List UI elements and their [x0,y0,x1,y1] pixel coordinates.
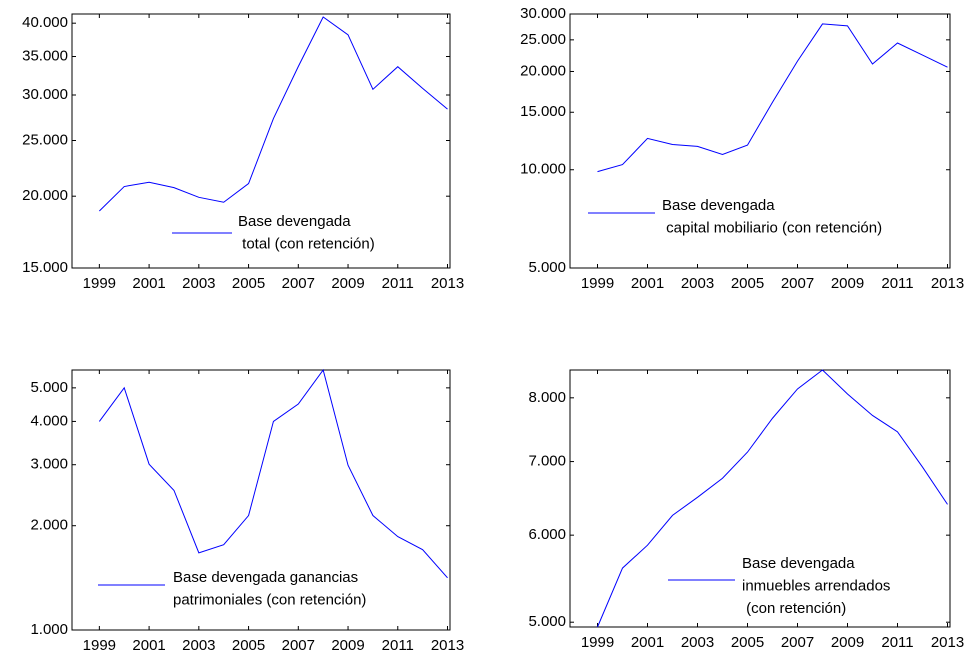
x-tick-label: 2007 [282,637,315,654]
x-tick-label: 2003 [681,634,714,651]
y-tick-label: 15.000 [520,103,566,120]
x-tick-label: 2013 [431,637,464,654]
plot-frame [71,13,451,269]
y-tick-label: 5.000 [30,379,68,396]
x-tick-label: 2005 [731,275,764,292]
plot-frame [569,13,951,269]
legend-label: Base devengada inmuebles arrendados (con … [742,555,890,617]
x-tick-label: 2003 [182,275,215,292]
x-tick-label: 2011 [881,275,913,292]
x-tick-label: 2011 [382,637,414,654]
legend-label: Base devengada capital mobiliario (con r… [662,197,882,237]
x-tick-label: 2007 [282,275,315,292]
y-tick-label: 8.000 [528,389,566,406]
x-tick-label: 2013 [931,634,964,651]
x-tick-label: 2001 [132,275,165,292]
x-tick-label: 2001 [132,637,165,654]
x-tick-label: 2003 [182,637,215,654]
y-tick-label: 4.000 [30,412,68,429]
data-line [597,23,948,173]
x-tick-label: 2005 [232,637,265,654]
x-tick-label: 1999 [581,634,614,651]
x-tick-label: 2005 [232,275,265,292]
x-tick-label: 2007 [781,634,814,651]
x-tick-label: 2005 [731,634,764,651]
y-tick-label: 7.000 [528,453,566,470]
legend-label: Base devengada total (con retención) [238,213,375,253]
plot-frame [71,369,451,631]
x-tick-label: 2003 [681,275,714,292]
y-tick-label: 40.000 [22,14,68,31]
y-tick-label: 25.000 [22,131,68,148]
x-tick-label: 1999 [581,275,614,292]
data-line [98,368,448,579]
x-tick-label: 2013 [931,275,964,292]
x-tick-label: 2009 [331,637,364,654]
y-tick-label: 5.000 [528,613,566,630]
y-tick-label: 30.000 [520,5,566,22]
x-tick-label: 2001 [631,634,664,651]
y-tick-label: 20.000 [520,62,566,79]
x-tick-label: 2011 [382,275,414,292]
data-line [597,369,948,628]
y-tick-label: 15.000 [22,259,68,276]
y-tick-label: 20.000 [22,187,68,204]
y-tick-label: 10.000 [520,161,566,178]
data-line [99,16,448,212]
x-tick-label: 2009 [831,275,864,292]
legend-label: Base devengada ganancias patrimoniales (c… [173,569,366,609]
x-tick-label: 2009 [331,275,364,292]
x-tick-label: 2007 [781,275,814,292]
x-tick-label: 2009 [831,634,864,651]
x-tick-label: 1999 [83,637,116,654]
y-tick-label: 1.000 [30,621,68,638]
y-tick-label: 35.000 [22,47,68,64]
y-tick-label: 25.000 [520,31,566,48]
plot-frame [569,369,951,628]
x-tick-label: 2001 [631,275,664,292]
x-tick-label: 2011 [881,634,913,651]
x-tick-label: 1999 [83,275,116,292]
y-tick-label: 30.000 [22,86,68,103]
y-tick-label: 6.000 [528,526,566,543]
x-tick-label: 2013 [431,275,464,292]
y-tick-label: 5.000 [528,259,566,276]
y-tick-label: 2.000 [30,517,68,534]
y-tick-label: 3.000 [30,456,68,473]
